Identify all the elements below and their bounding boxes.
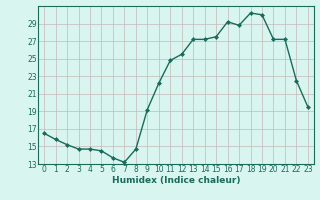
X-axis label: Humidex (Indice chaleur): Humidex (Indice chaleur)	[112, 176, 240, 185]
